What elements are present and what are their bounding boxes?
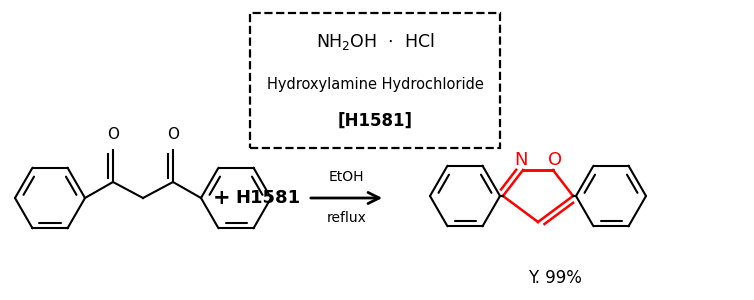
Text: Hydroxylamine Hydrochloride: Hydroxylamine Hydrochloride xyxy=(267,77,483,92)
Text: N: N xyxy=(514,151,528,169)
Text: O: O xyxy=(167,127,179,142)
Text: NH$_2$OH  $\cdot$  HCl: NH$_2$OH $\cdot$ HCl xyxy=(316,31,434,52)
Text: O: O xyxy=(548,151,562,169)
Text: EtOH: EtOH xyxy=(329,170,364,184)
Text: O: O xyxy=(107,127,119,142)
Text: reflux: reflux xyxy=(326,211,366,225)
Text: [H1581]: [H1581] xyxy=(338,112,412,130)
Text: Y. 99%: Y. 99% xyxy=(528,269,582,287)
Text: H1581: H1581 xyxy=(235,189,301,207)
Text: +: + xyxy=(213,188,231,208)
Bar xyxy=(250,13,500,148)
